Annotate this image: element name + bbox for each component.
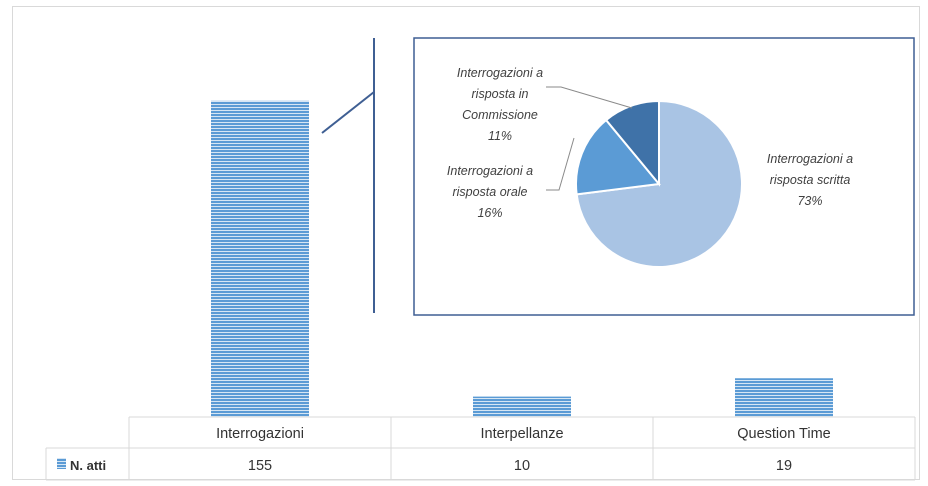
pie-leader-risposta-orale — [546, 137, 575, 191]
pie-slice-commissione — [604, 99, 660, 187]
pie-label-commissione-line-2: risposta in — [472, 87, 529, 101]
pie-label-commissione-line-4: 11% — [488, 129, 512, 143]
bar-question-time — [735, 378, 833, 417]
table-header-interpellanze: Interpellanze — [480, 426, 563, 442]
bar-series — [211, 100, 833, 418]
table-value-interpellanze: 10 — [514, 458, 530, 474]
pie-label-commissione-line-1: Interrogazioni a — [457, 66, 543, 80]
table-value-interrogazioni: 155 — [248, 458, 272, 474]
pie-leader-commissione — [546, 86, 633, 109]
pie-label-risposta-scritta-line-3: 73% — [797, 194, 822, 208]
table-value-question-time: 19 — [776, 458, 792, 474]
pie-label-risposta-orale-line-2: risposta orale — [452, 185, 527, 199]
pie-label-risposta-scritta-line-1: Interrogazioni a — [767, 152, 853, 166]
pie-label-commissione-line-3: Commissione — [462, 108, 538, 122]
legend-key — [57, 458, 66, 469]
pie-label-risposta-orale-line-3: 16% — [477, 206, 502, 220]
pie-slice-risposta-orale — [575, 118, 661, 196]
bar-interrogazioni — [211, 100, 309, 418]
pie-label-risposta-orale-line-1: Interrogazioni a — [447, 164, 533, 178]
bar-interpellanze — [473, 396, 571, 417]
pie-label-risposta-scritta-line-2: risposta scritta — [770, 173, 851, 187]
legend-label: N. atti — [70, 458, 106, 473]
data-table: Interrogazioni 155 Interpellanze 10 Question… — [45, 416, 916, 481]
pie-chart: Interrogazioni a risposta scritta 73% Inter… — [413, 37, 915, 316]
table-header-interrogazioni: Interrogazioni — [216, 426, 304, 442]
connector-diagonal-line — [321, 91, 375, 134]
pie-connector — [321, 38, 375, 313]
table-header-question-time: Question Time — [737, 426, 831, 442]
